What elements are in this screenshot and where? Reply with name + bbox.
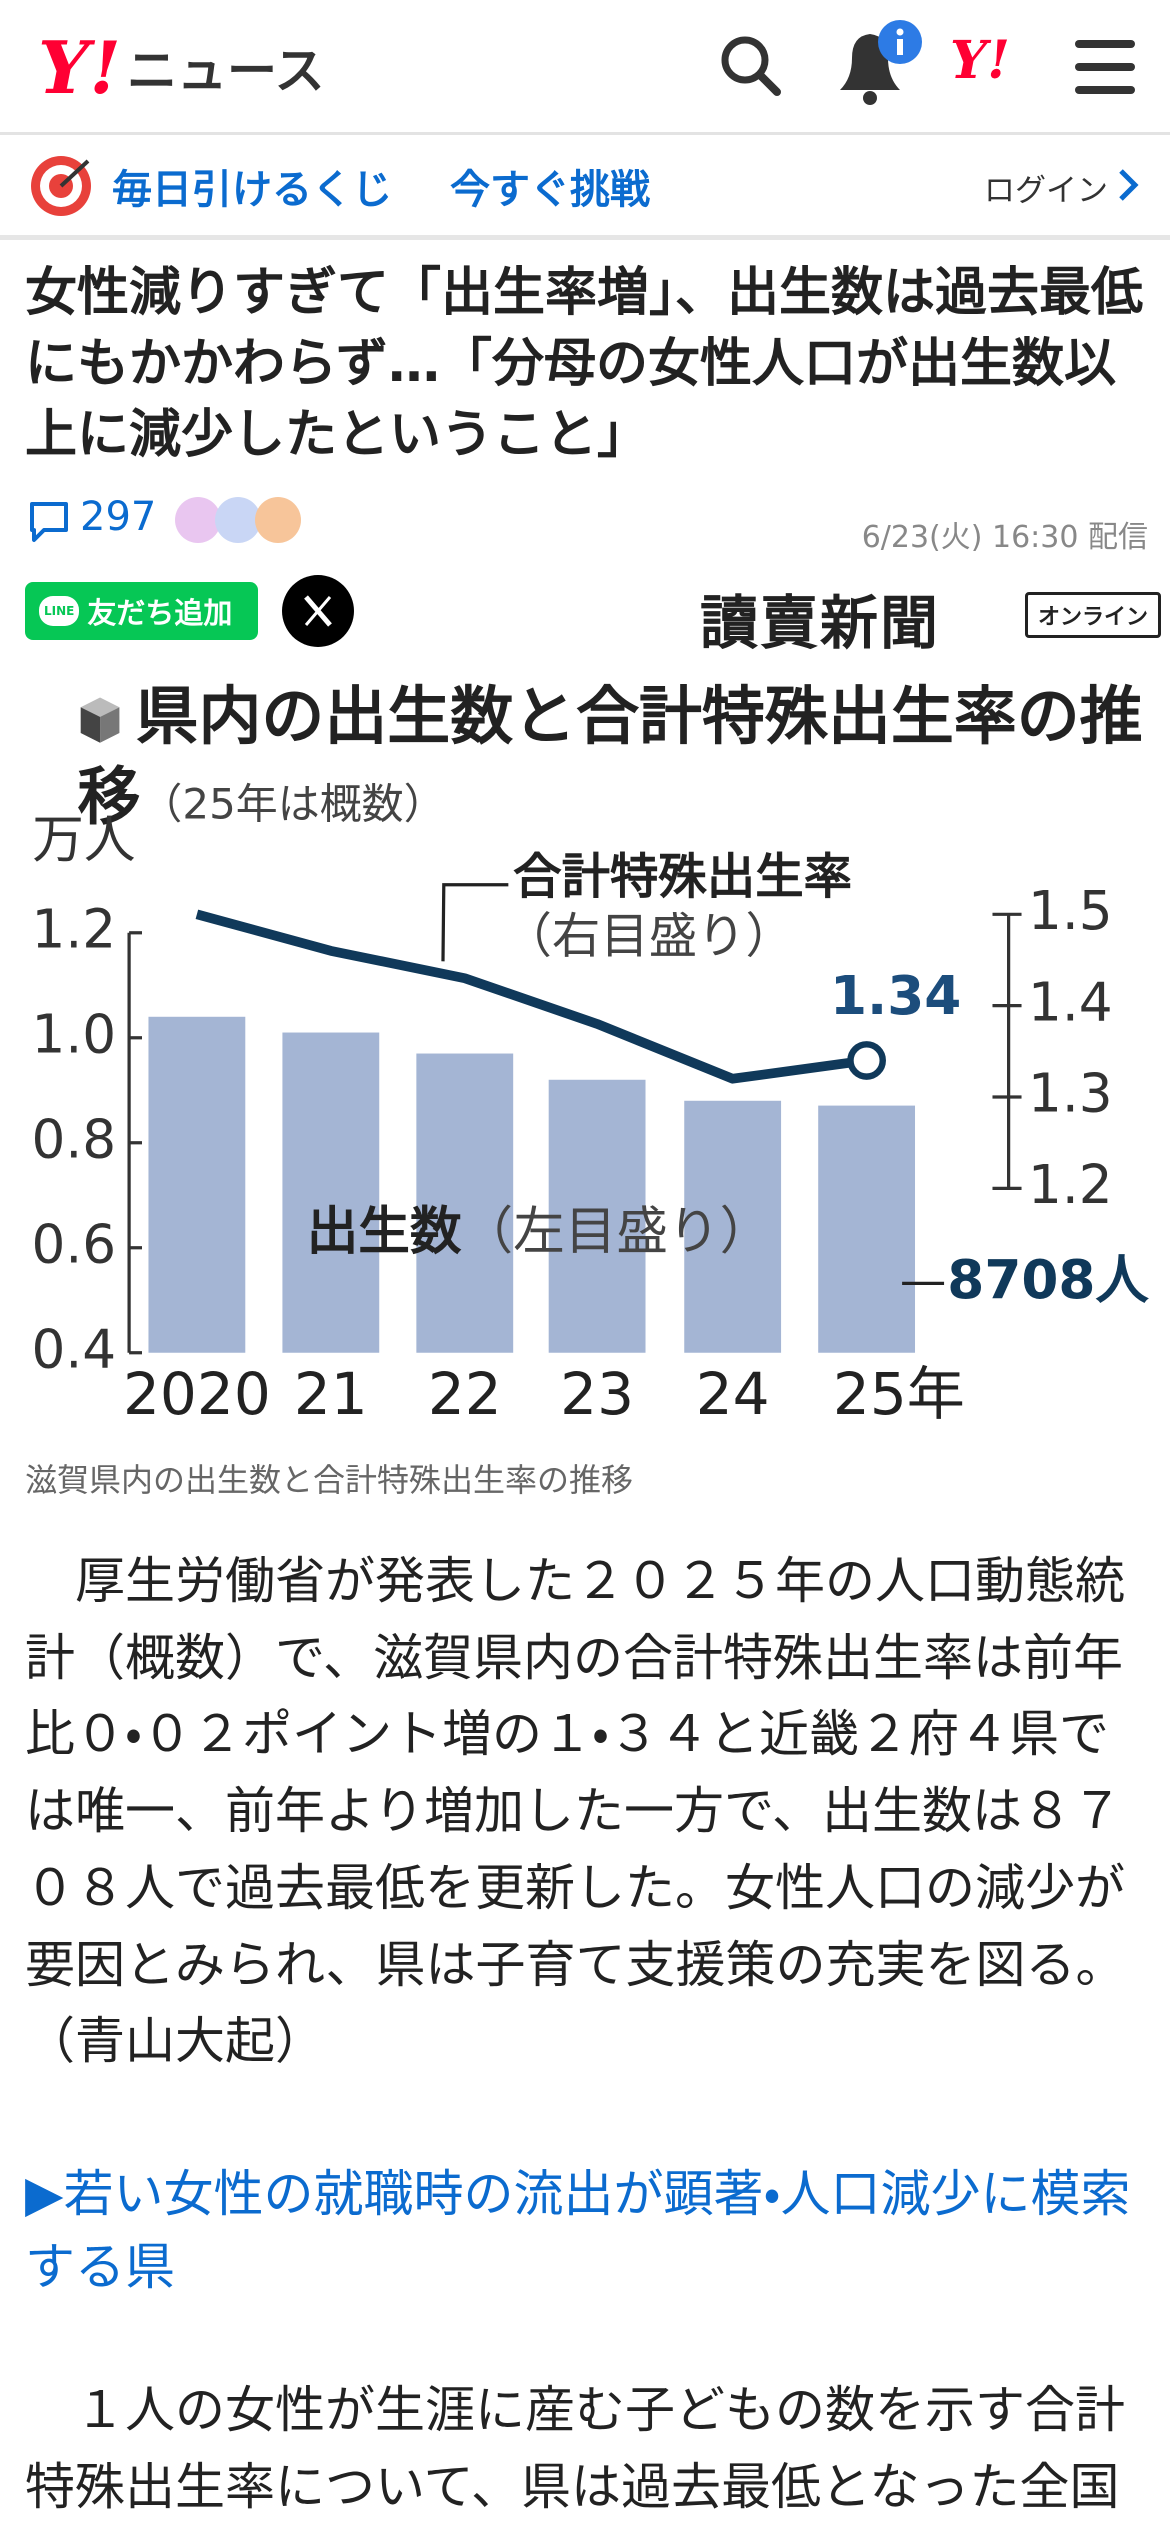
chart-title: 県内の出生数と合計特殊出生率の推移 <box>77 681 1143 835</box>
line <box>195 909 868 1084</box>
y-tick-label: 0.4 <box>32 1318 117 1380</box>
y-axis-unit: 万人 <box>32 810 135 870</box>
chevron-icon <box>1119 169 1139 201</box>
publisher-logo: 讀賣新聞 <box>700 589 941 657</box>
notification-icon[interactable] <box>830 18 930 108</box>
y-tick-label: 0.6 <box>32 1213 117 1275</box>
comment-count[interactable]: 297 <box>80 494 157 540</box>
y2-tick-label: 1.5 <box>1028 880 1113 942</box>
series-name: 出生数 <box>307 1202 462 1262</box>
bar <box>684 1100 782 1353</box>
x-tick-label: 21 <box>294 1360 368 1428</box>
title-icon <box>80 697 120 743</box>
series-name: 合計特殊出生率 <box>513 849 852 905</box>
line-button[interactable]: LINE 友だち追加 <box>25 582 258 640</box>
bar <box>148 1016 246 1353</box>
reaction-icons <box>175 497 301 543</box>
x-tick-label: 22 <box>428 1360 502 1428</box>
y-tick-label: 1.2 <box>32 898 117 960</box>
top-bar: Y! ニュース Y! <box>0 0 1170 135</box>
comment-icon <box>30 502 68 542</box>
y-tick-label: 0.8 <box>32 1108 117 1170</box>
bar <box>282 1032 380 1353</box>
lottery-text: 毎日引けるくじ <box>112 167 392 213</box>
y2-tick-label: 1.3 <box>1028 1063 1113 1125</box>
y2-tick-label: 1.4 <box>1028 971 1113 1033</box>
series-annotation: （右目盛り） <box>504 909 794 965</box>
x-tick-label: 2020 <box>123 1360 271 1428</box>
chart-title-box: 県内の出生数と合計特殊出生率の推移（25年は概数） <box>77 678 1142 846</box>
line-button-text: 友だち追加 <box>87 596 233 630</box>
target-icon <box>31 156 91 216</box>
chart-subtitle: （25年は概数） <box>140 781 446 830</box>
value-label: 8708人 <box>947 1249 1149 1311</box>
bar <box>416 1053 514 1353</box>
line-point <box>847 1041 886 1080</box>
y-tick-label: 1.0 <box>32 1003 117 1065</box>
series-label: 出生数（左目盛り） <box>307 1202 772 1262</box>
login-link[interactable]: ログイン <box>984 173 1108 209</box>
image-caption: 滋賀県内の出生数と合計特殊出生率の推移 <box>25 1461 634 1499</box>
publisher-tag: オンライン <box>1025 592 1162 638</box>
paragraph: 厚生労働省が発表した２０２５年の人口動態統計（概数）で、滋賀県内の合計特殊出生率… <box>25 1552 1126 2071</box>
yahoo-home-icon[interactable]: Y! <box>950 30 1010 91</box>
x-tick-label: 23 <box>560 1360 634 1428</box>
x-tick-label: 25年 <box>833 1360 965 1428</box>
search-icon[interactable] <box>715 30 785 100</box>
x-share-button[interactable] <box>282 575 354 647</box>
bar <box>548 1079 646 1353</box>
annotation-leader <box>441 883 509 962</box>
logo[interactable]: Y! ニュース <box>38 22 325 112</box>
value-label: 1.34 <box>830 965 961 1027</box>
menu-icon[interactable] <box>1075 40 1135 94</box>
related-link[interactable]: ▶若い女性の就職時の流出が顕著・人口減少に模索する県 <box>25 2165 1131 2296</box>
article-title: 女性減りすぎて「出生率増」、出生数は過去最低にもかかわらず…「分母の女性人口が出… <box>25 263 1144 465</box>
publish-date: 6/23(火) 16:30 配信 <box>861 520 1148 555</box>
logo-service: ニュース <box>127 42 325 100</box>
series-annotation: （左目盛り） <box>462 1202 772 1262</box>
logo-mark: Y! <box>38 24 122 110</box>
chart-title-wrap: 県内の出生数と合計特殊出生率の推移（25年は概数） <box>77 678 1142 846</box>
x-tick-label: 24 <box>696 1360 770 1428</box>
chart: 県内の出生数と合計特殊出生率の推移（25年は概数） 万人 0.4 0.6 0.8 1.… <box>32 678 1150 1428</box>
paragraph: １人の女性が生涯に産む子どもの数を示す合計特殊出生率について、県は過去最低となっ… <box>25 2381 1125 2516</box>
y2-tick-label: 1.2 <box>1028 1154 1113 1216</box>
bar <box>818 1105 916 1353</box>
challenge-text: 今すぐ挑戦 <box>450 167 650 213</box>
line-icon: LINE <box>39 596 80 626</box>
lottery-banner[interactable]: 毎日引けるくじ 今すぐ挑戦 ログイン <box>0 135 1170 240</box>
